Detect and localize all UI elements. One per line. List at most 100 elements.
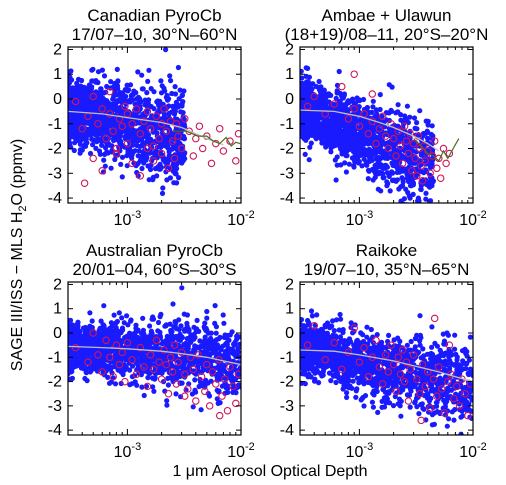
- highlighted-point: [181, 392, 189, 400]
- scatter-point: [72, 113, 78, 119]
- scatter-point: [173, 146, 180, 152]
- scatter-point: [300, 130, 304, 136]
- scatter-point: [74, 80, 80, 86]
- scatter-point: [127, 382, 133, 388]
- scatter-point: [163, 94, 169, 100]
- scatter-point: [173, 99, 179, 105]
- highlighted-point: [164, 164, 173, 173]
- highlighted-point: [400, 122, 409, 130]
- highlighted-point: [143, 144, 152, 153]
- scatter-point: [144, 90, 150, 96]
- scatter-point: [380, 170, 386, 177]
- scatter-point: [127, 82, 134, 88]
- scatter-point: [109, 337, 115, 343]
- scatter-point: [164, 137, 170, 143]
- scatter-point: [230, 381, 236, 387]
- y-tick-label: 1: [285, 66, 294, 83]
- highlighted-point: [118, 122, 126, 130]
- scatter-point: [135, 327, 141, 333]
- scatter-point: [117, 134, 123, 140]
- scatter-point: [237, 365, 241, 371]
- highlighted-point: [146, 124, 155, 133]
- scatter-point: [390, 403, 397, 409]
- scatter-point: [137, 126, 143, 132]
- scatter-point: [79, 77, 85, 84]
- scatter-point: [95, 121, 101, 127]
- scatter-point: [330, 318, 336, 324]
- scatter-point: [140, 354, 146, 360]
- highlighted-point: [109, 127, 117, 135]
- scatter-point: [176, 317, 182, 323]
- scatter-point: [115, 86, 121, 92]
- scatter-point: [380, 130, 386, 136]
- scatter-point: [361, 156, 367, 162]
- point-cloud: [68, 47, 188, 196]
- scatter-point: [141, 392, 147, 399]
- scatter-point: [115, 78, 121, 84]
- scatter-point: [194, 317, 200, 323]
- scatter-point: [122, 136, 128, 142]
- scatter-point: [114, 66, 120, 72]
- scatter-point: [88, 128, 94, 134]
- y-tick-label: -2: [48, 141, 62, 158]
- highlighted-point: [208, 368, 217, 376]
- scatter-point: [75, 352, 81, 358]
- scatter-point: [217, 334, 223, 340]
- scatter-point: [172, 84, 178, 90]
- scatter-point: [82, 354, 89, 360]
- ylabel-main: SAGE III/ISS − MLS H: [9, 212, 26, 372]
- highlighted-point: [174, 132, 182, 140]
- highlighted-point: [170, 154, 179, 163]
- highlighted-point: [168, 137, 177, 145]
- scatter-point: [68, 376, 73, 382]
- scatter-point: [229, 350, 235, 356]
- scatter-point: [145, 78, 151, 84]
- highlighted-point: [338, 82, 346, 91]
- scatter-point: [375, 171, 381, 177]
- scatter-point: [365, 176, 371, 182]
- scatter-point: [102, 145, 109, 151]
- scatter-point: [404, 171, 410, 177]
- scatter-point: [322, 131, 328, 137]
- scatter-point: [342, 137, 348, 143]
- scatter-point: [331, 131, 337, 137]
- scatter-point: [334, 122, 340, 128]
- scatter-point: [177, 140, 183, 146]
- scatter-point: [213, 353, 220, 360]
- x-tick-label: 10-2: [227, 209, 255, 229]
- scatter-point: [212, 320, 218, 326]
- scatter-point: [421, 170, 427, 176]
- scatter-point: [98, 338, 104, 344]
- scatter-point: [427, 162, 433, 168]
- scatter-point: [425, 135, 431, 142]
- scatter-point: [180, 110, 186, 116]
- scatter-point: [71, 87, 77, 93]
- highlighted-point: [132, 370, 141, 379]
- scatter-point: [300, 102, 303, 108]
- scatter-point: [87, 336, 93, 342]
- fit-line: [68, 110, 224, 146]
- scatter-point: [200, 367, 206, 373]
- highlighted-point: [146, 351, 155, 359]
- highlighted-point: [106, 353, 114, 362]
- scatter-point: [68, 128, 71, 134]
- scatter-point: [328, 117, 335, 123]
- scatter-point: [98, 117, 104, 124]
- highlighted-point: [136, 129, 145, 138]
- scatter-point: [93, 145, 99, 151]
- highlighted-point: [149, 142, 158, 150]
- highlighted-point: [89, 154, 97, 163]
- scatter-point: [357, 133, 363, 139]
- scatter-point: [179, 380, 185, 386]
- scatter-point: [359, 163, 365, 169]
- scatter-point: [83, 140, 89, 146]
- scatter-point: [430, 178, 436, 184]
- scatter-point: [305, 79, 311, 85]
- scatter-point: [303, 137, 309, 143]
- highlighted-point: [207, 159, 216, 168]
- highlighted-point: [428, 152, 437, 160]
- axes-frame: [67, 281, 242, 436]
- scatter-point: [159, 370, 165, 376]
- highlighted-point: [102, 134, 110, 143]
- scatter-point: [158, 78, 164, 84]
